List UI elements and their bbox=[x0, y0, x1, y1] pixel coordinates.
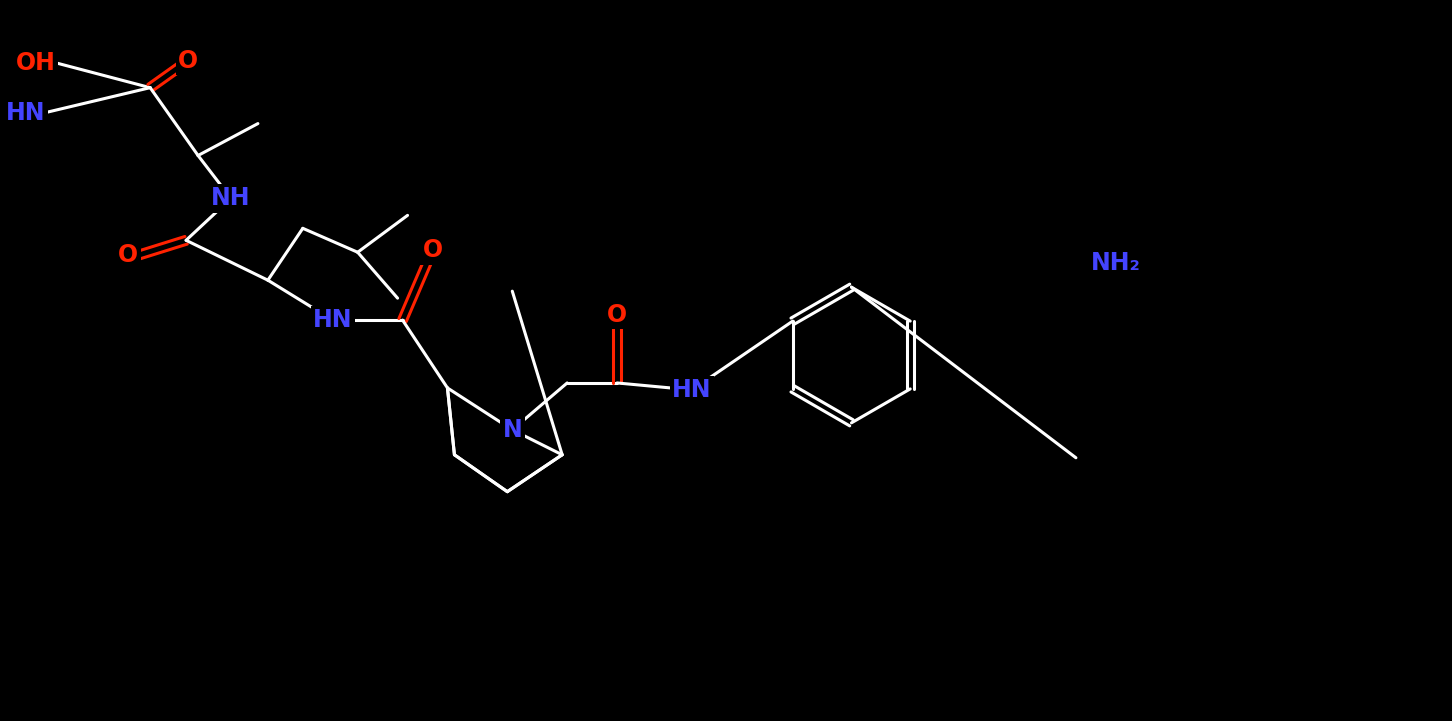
Text: OH: OH bbox=[16, 50, 55, 75]
Text: HN: HN bbox=[6, 101, 45, 125]
Text: O: O bbox=[118, 243, 138, 267]
Text: HN: HN bbox=[314, 308, 353, 332]
Text: O: O bbox=[423, 238, 443, 262]
Text: O: O bbox=[179, 49, 197, 73]
Text: O: O bbox=[607, 303, 627, 327]
Text: N: N bbox=[502, 418, 523, 442]
Text: NH: NH bbox=[211, 187, 251, 211]
Text: HN: HN bbox=[672, 378, 711, 402]
Text: NH₂: NH₂ bbox=[1090, 251, 1141, 275]
